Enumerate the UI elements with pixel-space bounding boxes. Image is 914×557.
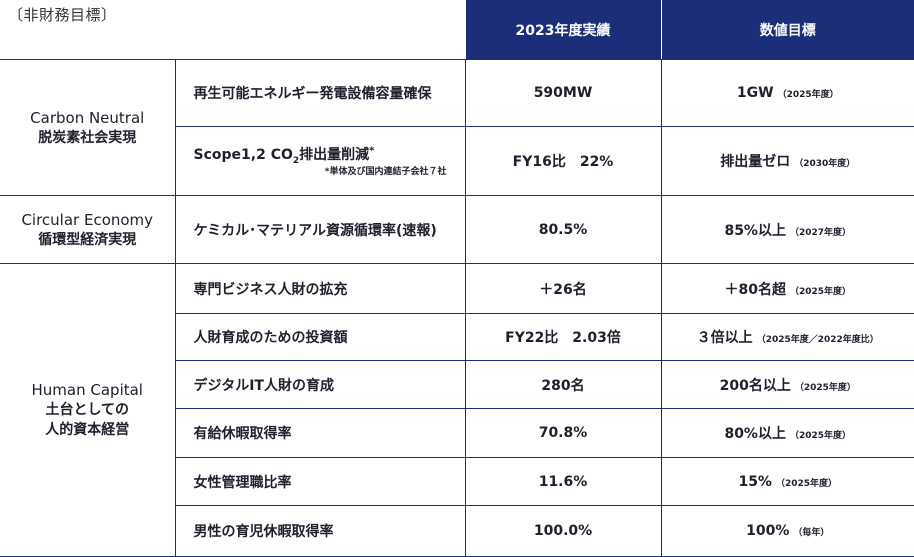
result-value: 590MW <box>465 59 662 127</box>
target-value: ＋80名超 （2025年度） <box>661 263 914 314</box>
section-caption: 〔非財務目標〕 <box>8 6 117 24</box>
item-label: 男性の育児休暇取得率 <box>175 505 466 557</box>
caption-cell <box>0 0 465 60</box>
item-footnote: *単体及び国内連結子会社７社 <box>324 166 447 177</box>
result-value: 80.5% <box>465 195 662 264</box>
result-value: 280名 <box>465 360 662 409</box>
table-row: Human Capital 土台としての 人的資本経営 専門ビジネス人財の拡充 … <box>0 263 914 557</box>
result-value: 11.6% <box>465 457 662 506</box>
item-label: 専門ビジネス人財の拡充 <box>175 263 466 314</box>
target-value: 80%以上 （2025年度） <box>661 408 914 458</box>
item-label: 有給休暇取得率 <box>175 408 466 458</box>
item-label: 女性管理職比率 <box>175 457 466 506</box>
item-label: ケミカル･マテリアル資源循環率(速報) <box>175 195 466 264</box>
category-circular: Circular Economy 循環型経済実現 <box>0 195 176 264</box>
target-value: 200名以上 （2025年度） <box>661 360 914 409</box>
item-label: 人財育成のための投資額 <box>175 313 466 361</box>
result-value: FY22比 2.03倍 <box>465 313 662 361</box>
category-carbon: Carbon Neutral 脱炭素社会実現 <box>0 59 176 196</box>
result-value: ＋26名 <box>465 263 662 314</box>
header-result: 2023年度実績 <box>464 0 661 60</box>
result-value: FY16比 22% <box>465 126 662 196</box>
target-value: 排出量ゼロ （2030年度） <box>661 126 914 196</box>
table-row: Circular Economy 循環型経済実現 ケミカル･マテリアル資源循環率… <box>0 195 914 264</box>
category-human: Human Capital 土台としての 人的資本経営 <box>0 263 176 557</box>
item-label: デジタルIT人財の育成 <box>175 360 466 409</box>
target-value: 100% （毎年） <box>661 505 914 557</box>
table-row: 有給休暇取得率 70.8% 80%以上 （2025年度） <box>0 408 914 458</box>
table-row: 人財育成のための投資額 FY22比 2.03倍 ３倍以上 （2025年度／2022… <box>0 313 914 361</box>
result-value: 100.0% <box>465 505 662 557</box>
table-row: Scope1,2 CO2排出量削減* *単体及び国内連結子会社７社 FY16比 … <box>0 126 914 196</box>
item-label: 再生可能エネルギー発電設備容量確保 <box>175 59 466 127</box>
target-value: ３倍以上 （2025年度／2022年度比） <box>661 313 914 361</box>
item-label: Scope1,2 CO2排出量削減* *単体及び国内連結子会社７社 <box>175 126 466 196</box>
result-value: 70.8% <box>465 408 662 458</box>
header-target: 数値目標 <box>660 0 914 60</box>
table-row: 男性の育児休暇取得率 100.0% 100% （毎年） <box>0 505 914 557</box>
table-row: デジタルIT人財の育成 280名 200名以上 （2025年度） <box>0 360 914 409</box>
target-value: 15% （2025年度） <box>661 457 914 506</box>
target-value: 1GW （2025年度） <box>661 59 914 127</box>
target-value: 85%以上 （2027年度） <box>661 195 914 264</box>
table-row: 女性管理職比率 11.6% 15% （2025年度） <box>0 457 914 506</box>
table-row: Carbon Neutral 脱炭素社会実現 再生可能エネルギー発電設備容量確保… <box>0 59 914 196</box>
